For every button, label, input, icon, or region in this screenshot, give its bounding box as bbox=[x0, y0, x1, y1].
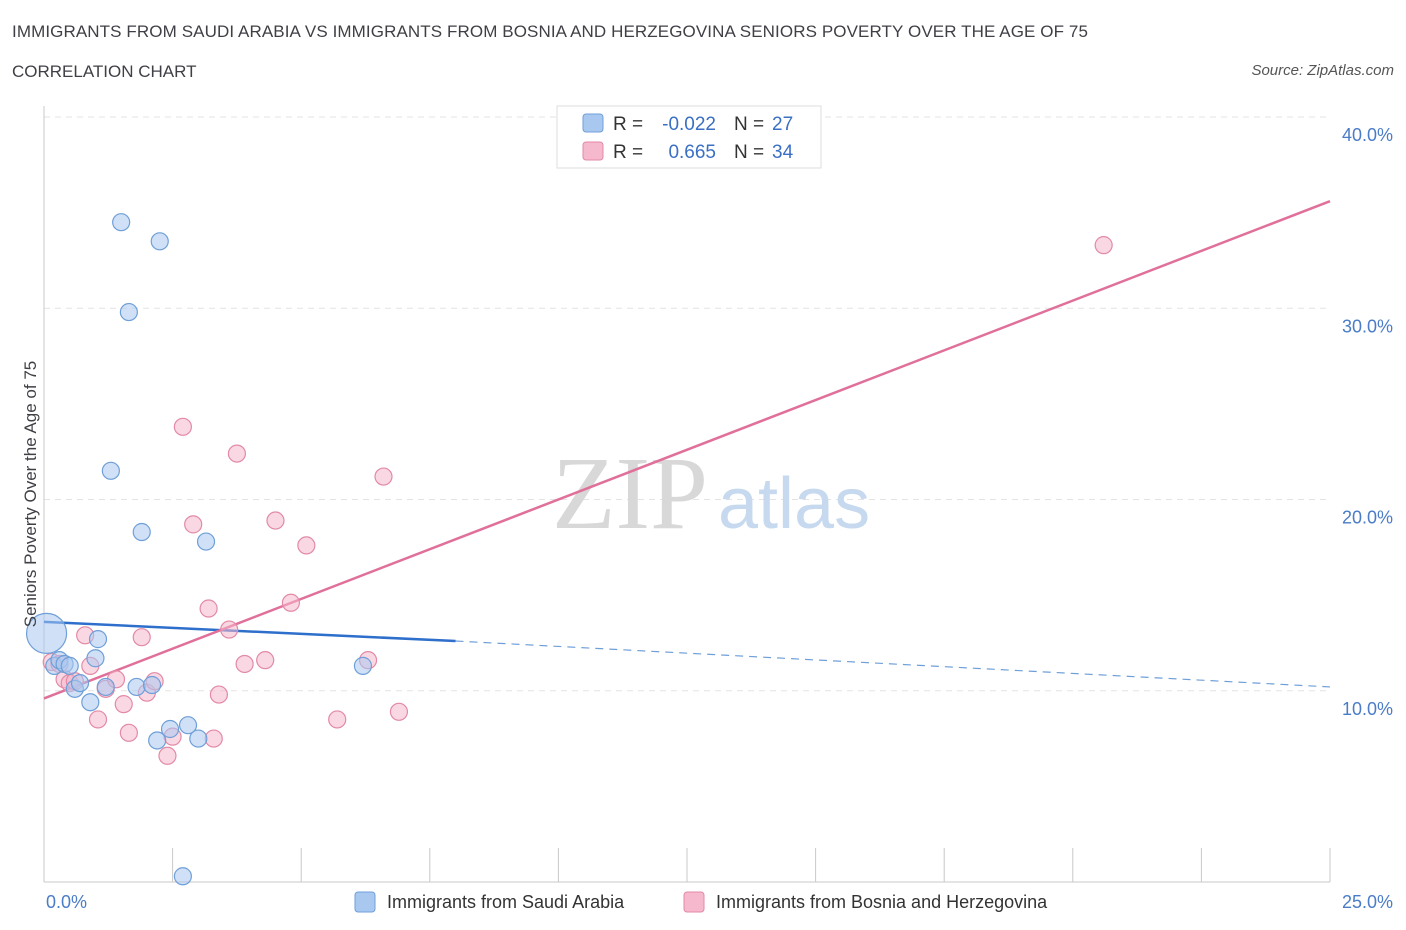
watermark: ZIP atlas bbox=[552, 436, 870, 551]
point-bosnia-herzegovina bbox=[256, 651, 275, 670]
point-bosnia-herzegovina bbox=[220, 620, 239, 639]
y-tick-label: 10.0% bbox=[1342, 699, 1393, 719]
chart-subtitle: CORRELATION CHART bbox=[12, 62, 197, 81]
point-bosnia-herzegovina bbox=[297, 536, 316, 555]
y-axis-label: Seniors Poverty Over the Age of 75 bbox=[21, 361, 40, 627]
point-bosnia-herzegovina bbox=[199, 599, 218, 618]
series-legend-label-saudi: Immigrants from Saudi Arabia bbox=[387, 892, 625, 912]
legend-r-label-saudi: R = bbox=[613, 114, 643, 135]
point-saudi-arabia bbox=[25, 612, 68, 654]
point-bosnia-herzegovina bbox=[173, 417, 192, 436]
point-saudi-arabia bbox=[119, 302, 138, 322]
point-saudi-arabia bbox=[70, 673, 90, 693]
point-saudi-arabia bbox=[127, 677, 146, 697]
x-tick-label: 25.0% bbox=[1342, 892, 1393, 912]
correlation-legend: R = -0.022 N = 27 R = 0.665 N = 34 bbox=[556, 105, 822, 169]
point-saudi-arabia bbox=[196, 532, 216, 551]
trend-line-saudi-extrapolated bbox=[455, 640, 1331, 688]
x-tick-labels: 0.0% 25.0% bbox=[46, 892, 1393, 912]
point-bosnia-herzegovina bbox=[227, 444, 246, 463]
y-tick-label: 20.0% bbox=[1342, 508, 1393, 528]
series-legend-swatch-saudi bbox=[354, 891, 376, 913]
point-saudi-arabia bbox=[132, 522, 151, 542]
point-saudi-arabia bbox=[142, 675, 162, 695]
legend-swatch-bosnia bbox=[582, 141, 604, 161]
point-bosnia-herzegovina bbox=[266, 511, 285, 530]
point-saudi-arabia bbox=[60, 656, 79, 675]
legend-r-label-bosnia: R = bbox=[613, 142, 643, 163]
point-saudi-arabia bbox=[81, 693, 100, 712]
point-saudi-arabia bbox=[178, 716, 198, 735]
point-saudi-arabia bbox=[189, 729, 208, 748]
series-legend-label-bosnia: Immigrants from Bosnia and Herzegovina bbox=[716, 892, 1048, 912]
y-tick-label: 30.0% bbox=[1342, 316, 1393, 336]
x-tick-label: 0.0% bbox=[46, 892, 87, 912]
y-tick-labels: 10.0% 20.0% 30.0% 40.0% bbox=[1342, 125, 1393, 719]
point-bosnia-herzegovina bbox=[114, 695, 133, 714]
point-saudi-arabia bbox=[88, 630, 108, 649]
point-saudi-arabia bbox=[353, 656, 373, 675]
point-bosnia-herzegovina bbox=[119, 723, 138, 742]
point-bosnia-herzegovina bbox=[88, 710, 108, 729]
trend-line-saudi bbox=[43, 620, 456, 643]
legend-n-label-saudi: N = bbox=[734, 114, 764, 135]
source-label: Source: ZipAtlas.com bbox=[1251, 62, 1394, 79]
point-bosnia-herzegovina bbox=[132, 628, 151, 647]
trend-lines bbox=[43, 199, 1331, 700]
legend-n-value-bosnia: 34 bbox=[772, 142, 794, 163]
axes bbox=[43, 106, 1330, 883]
series-legend: Immigrants from Saudi Arabia Immigrants … bbox=[354, 891, 1048, 913]
legend-n-value-saudi: 27 bbox=[772, 114, 793, 135]
point-saudi-arabia bbox=[173, 867, 192, 886]
point-bosnia-herzegovina bbox=[281, 593, 301, 612]
legend-r-value-saudi: -0.022 bbox=[662, 114, 716, 135]
trend-line-bosnia bbox=[43, 199, 1331, 700]
point-saudi-arabia bbox=[112, 213, 131, 232]
legend-n-label-bosnia: N = bbox=[734, 142, 764, 163]
data-points bbox=[25, 213, 1113, 886]
watermark-zip: ZIP bbox=[552, 436, 708, 551]
point-bosnia-herzegovina bbox=[209, 685, 228, 704]
point-saudi-arabia bbox=[101, 461, 120, 480]
legend-r-value-bosnia: 0.665 bbox=[668, 142, 716, 163]
point-bosnia-herzegovina bbox=[389, 702, 409, 721]
point-saudi-arabia bbox=[150, 232, 169, 251]
point-saudi-arabia bbox=[148, 731, 167, 750]
point-bosnia-herzegovina bbox=[204, 729, 223, 748]
point-bosnia-herzegovina bbox=[184, 515, 203, 534]
point-saudi-arabia bbox=[160, 719, 180, 739]
point-bosnia-herzegovina bbox=[374, 467, 393, 486]
point-bosnia-herzegovina bbox=[158, 746, 177, 765]
point-saudi-arabia bbox=[86, 649, 105, 668]
chart-title: IMMIGRANTS FROM SAUDI ARABIA VS IMMIGRAN… bbox=[12, 22, 1089, 41]
series-legend-swatch-bosnia bbox=[683, 891, 705, 913]
y-tick-label: 40.0% bbox=[1342, 125, 1393, 145]
point-bosnia-herzegovina bbox=[235, 654, 254, 674]
point-saudi-arabia bbox=[96, 677, 115, 697]
point-bosnia-herzegovina bbox=[328, 710, 347, 729]
watermark-atlas: atlas bbox=[718, 464, 870, 544]
point-bosnia-herzegovina bbox=[1094, 236, 1113, 255]
legend-swatch-saudi bbox=[582, 113, 604, 133]
